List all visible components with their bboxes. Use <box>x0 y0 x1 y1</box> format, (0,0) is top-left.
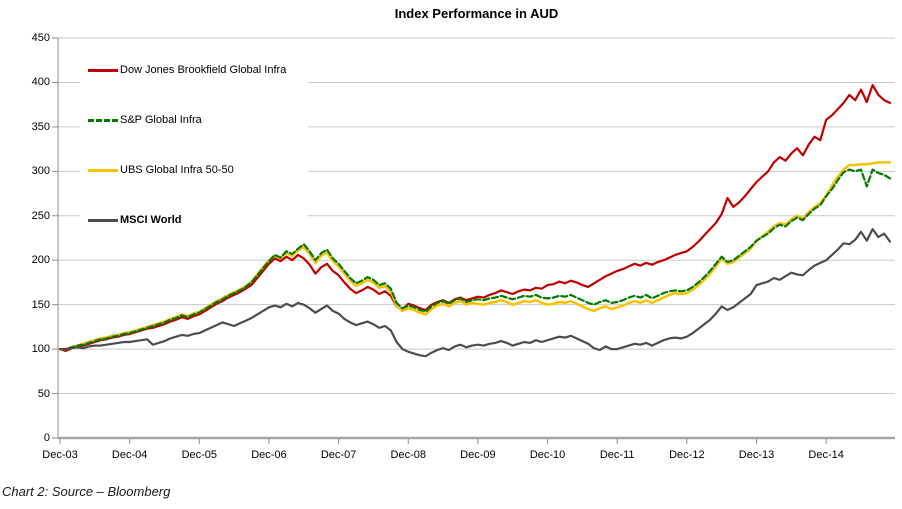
y-axis-label: 450 <box>31 32 50 44</box>
x-axis-label: Dec-03 <box>42 449 78 461</box>
y-axis-label: 400 <box>31 76 50 89</box>
legend-item-dow-jones-brookfield: Dow Jones Brookfield Global Infra <box>88 60 308 80</box>
legend-label: UBS Global Infra 50-50 <box>120 164 234 176</box>
y-axis-label: 300 <box>31 165 50 178</box>
x-axis-label: Dec-04 <box>111 449 148 461</box>
series-msci-world <box>58 228 892 358</box>
x-axis-label: Dec-09 <box>460 449 496 461</box>
y-axis-label: 0 <box>43 432 50 444</box>
chart-legend: Dow Jones Brookfield Global Infra S&P Gl… <box>80 52 308 238</box>
legend-label: Dow Jones Brookfield Global Infra <box>120 64 287 76</box>
x-axis-label: Dec-08 <box>390 449 426 461</box>
x-axis-label: Dec-11 <box>599 449 635 461</box>
series-dow-jones-brookfield-global-infra <box>58 83 892 352</box>
x-axis-label: Dec-07 <box>320 449 357 461</box>
x-axis-label: Dec-13 <box>738 449 775 461</box>
green-dashed-swatch-icon <box>88 118 118 122</box>
y-axis-label: 50 <box>37 387 50 400</box>
y-axis-label: 250 <box>31 209 50 222</box>
x-axis-label: Dec-14 <box>808 449 844 461</box>
y-axis-label: 350 <box>31 120 50 133</box>
x-axis-label: Dec-10 <box>529 449 566 461</box>
source-caption: Chart 2: Source – Bloomberg <box>2 484 171 499</box>
y-axis-label: 200 <box>31 254 50 267</box>
y-axis-label: 150 <box>31 298 50 311</box>
x-axis-label: Dec-05 <box>181 449 218 461</box>
chart-title: Index Performance in AUD <box>394 6 559 21</box>
legend-item-sp-global-infra: S&P Global Infra <box>88 110 308 130</box>
legend-label: MSCI World <box>120 214 182 226</box>
x-axis-label: Dec-12 <box>669 449 705 461</box>
series-s-p-global-infra <box>58 168 892 351</box>
plot-area <box>52 37 895 444</box>
gray-line-swatch-icon <box>88 218 118 222</box>
legend-item-ubs-global-infra: UBS Global Infra 50-50 <box>88 160 308 180</box>
red-line-swatch-icon <box>88 68 118 72</box>
y-axis-label: 100 <box>31 343 50 356</box>
x-axis-label: Dec-06 <box>251 449 287 461</box>
yellow-line-swatch-icon <box>88 168 118 172</box>
legend-item-msci-world: MSCI World <box>88 210 308 230</box>
legend-label: S&P Global Infra <box>120 114 202 126</box>
